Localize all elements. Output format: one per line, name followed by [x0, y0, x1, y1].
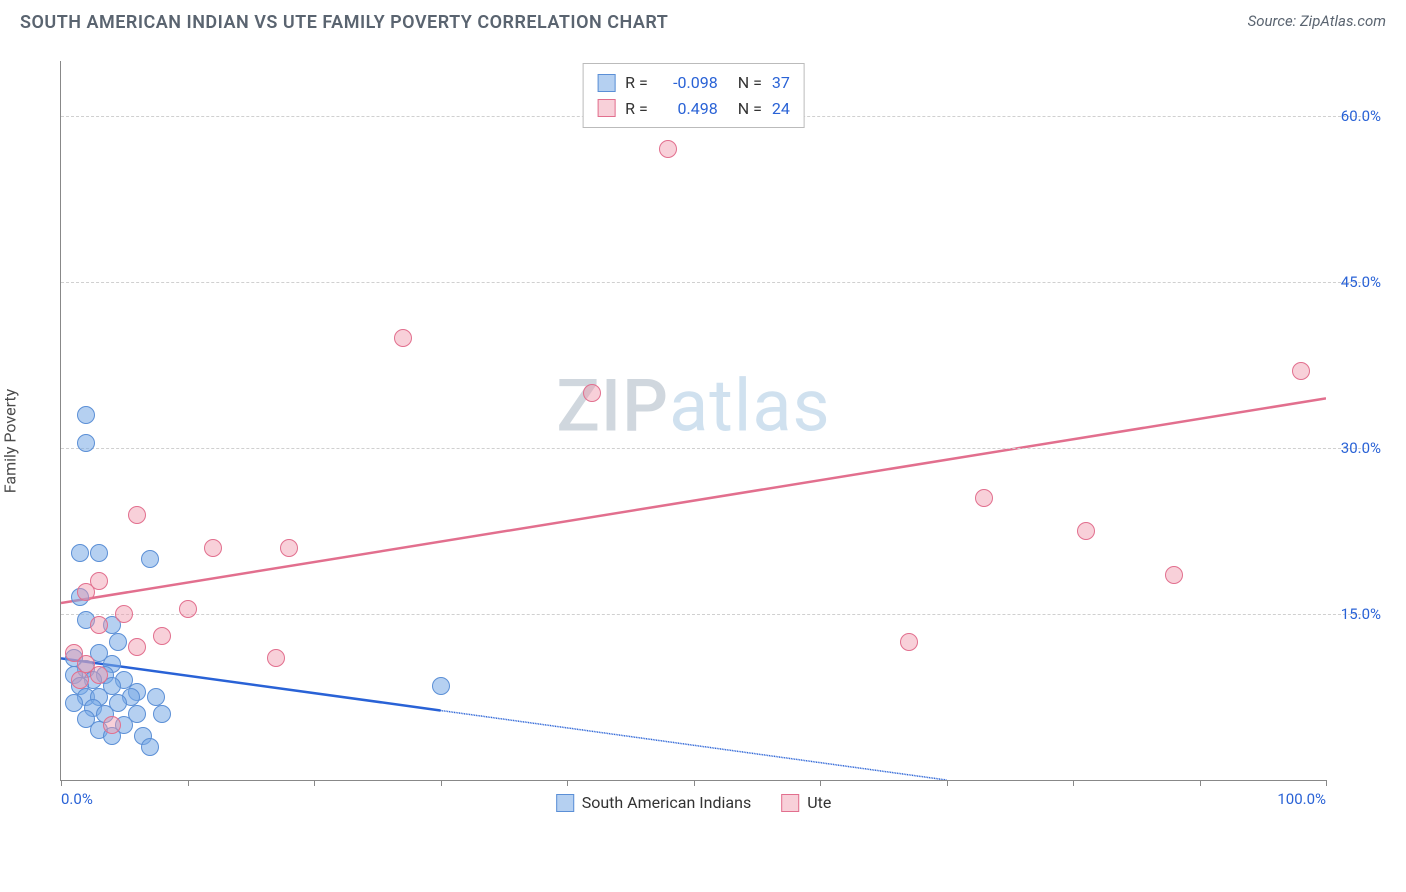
data-point — [77, 406, 95, 424]
x-tick — [567, 780, 568, 786]
legend-label: South American Indians — [582, 793, 752, 812]
x-tick — [188, 780, 189, 786]
legend-item: Ute — [781, 793, 831, 812]
data-point — [90, 616, 108, 634]
x-tick-label: 0.0% — [61, 790, 93, 808]
data-point — [267, 649, 285, 667]
data-point — [128, 638, 146, 656]
data-point — [153, 627, 171, 645]
x-tick — [314, 780, 315, 786]
data-point — [90, 666, 108, 684]
data-point — [1077, 522, 1095, 540]
legend-row: R =0.498N =24 — [597, 96, 790, 122]
data-point — [280, 539, 298, 557]
data-point — [659, 140, 677, 158]
data-point — [71, 671, 89, 689]
x-tick — [947, 780, 948, 786]
y-axis-label: Family Poverty — [1, 389, 20, 493]
data-point — [115, 605, 133, 623]
data-point — [394, 329, 412, 347]
x-tick — [1200, 780, 1201, 786]
y-tick-label: 60.0% — [1341, 107, 1381, 125]
trend-lines — [61, 61, 1326, 780]
legend-swatch — [556, 794, 574, 812]
legend-label: Ute — [807, 793, 831, 812]
legend-swatch — [781, 794, 799, 812]
data-point — [128, 506, 146, 524]
x-tick — [441, 780, 442, 786]
data-point — [432, 677, 450, 695]
y-tick-label: 15.0% — [1341, 605, 1381, 623]
data-point — [141, 738, 159, 756]
watermark: ZIPatlas — [556, 364, 830, 449]
x-tick — [1326, 780, 1327, 786]
data-point — [103, 716, 121, 734]
y-tick-label: 45.0% — [1341, 273, 1381, 291]
data-point — [1165, 566, 1183, 584]
legend-item: South American Indians — [556, 793, 752, 812]
legend-swatch — [597, 99, 615, 117]
y-tick-label: 30.0% — [1341, 439, 1381, 457]
chart-container: Family Poverty R =-0.098N =37R =0.498N =… — [40, 41, 1386, 841]
legend-swatch — [597, 74, 615, 92]
data-point — [900, 633, 918, 651]
series-legend: South American Indians Ute — [556, 793, 832, 812]
plot-area: R =-0.098N =37R =0.498N =24 ZIPatlas Sou… — [60, 61, 1326, 781]
data-point — [109, 633, 127, 651]
data-point — [141, 550, 159, 568]
data-point — [90, 544, 108, 562]
gridline — [61, 614, 1366, 615]
gridline — [61, 448, 1366, 449]
x-tick-label: 100.0% — [1277, 790, 1326, 808]
data-point — [1292, 362, 1310, 380]
data-point — [583, 384, 601, 402]
x-tick — [820, 780, 821, 786]
x-tick — [694, 780, 695, 786]
data-point — [77, 434, 95, 452]
data-point — [77, 583, 95, 601]
gridline — [61, 282, 1366, 283]
x-tick — [61, 780, 62, 786]
data-point — [179, 600, 197, 618]
data-point — [153, 705, 171, 723]
source-attribution: Source: ZipAtlas.com — [1248, 12, 1386, 30]
x-tick — [1073, 780, 1074, 786]
data-point — [147, 688, 165, 706]
data-point — [975, 489, 993, 507]
data-point — [71, 544, 89, 562]
chart-title: SOUTH AMERICAN INDIAN VS UTE FAMILY POVE… — [20, 12, 668, 33]
data-point — [204, 539, 222, 557]
data-point — [65, 694, 83, 712]
legend-row: R =-0.098N =37 — [597, 70, 790, 96]
correlation-legend: R =-0.098N =37R =0.498N =24 — [582, 63, 805, 128]
